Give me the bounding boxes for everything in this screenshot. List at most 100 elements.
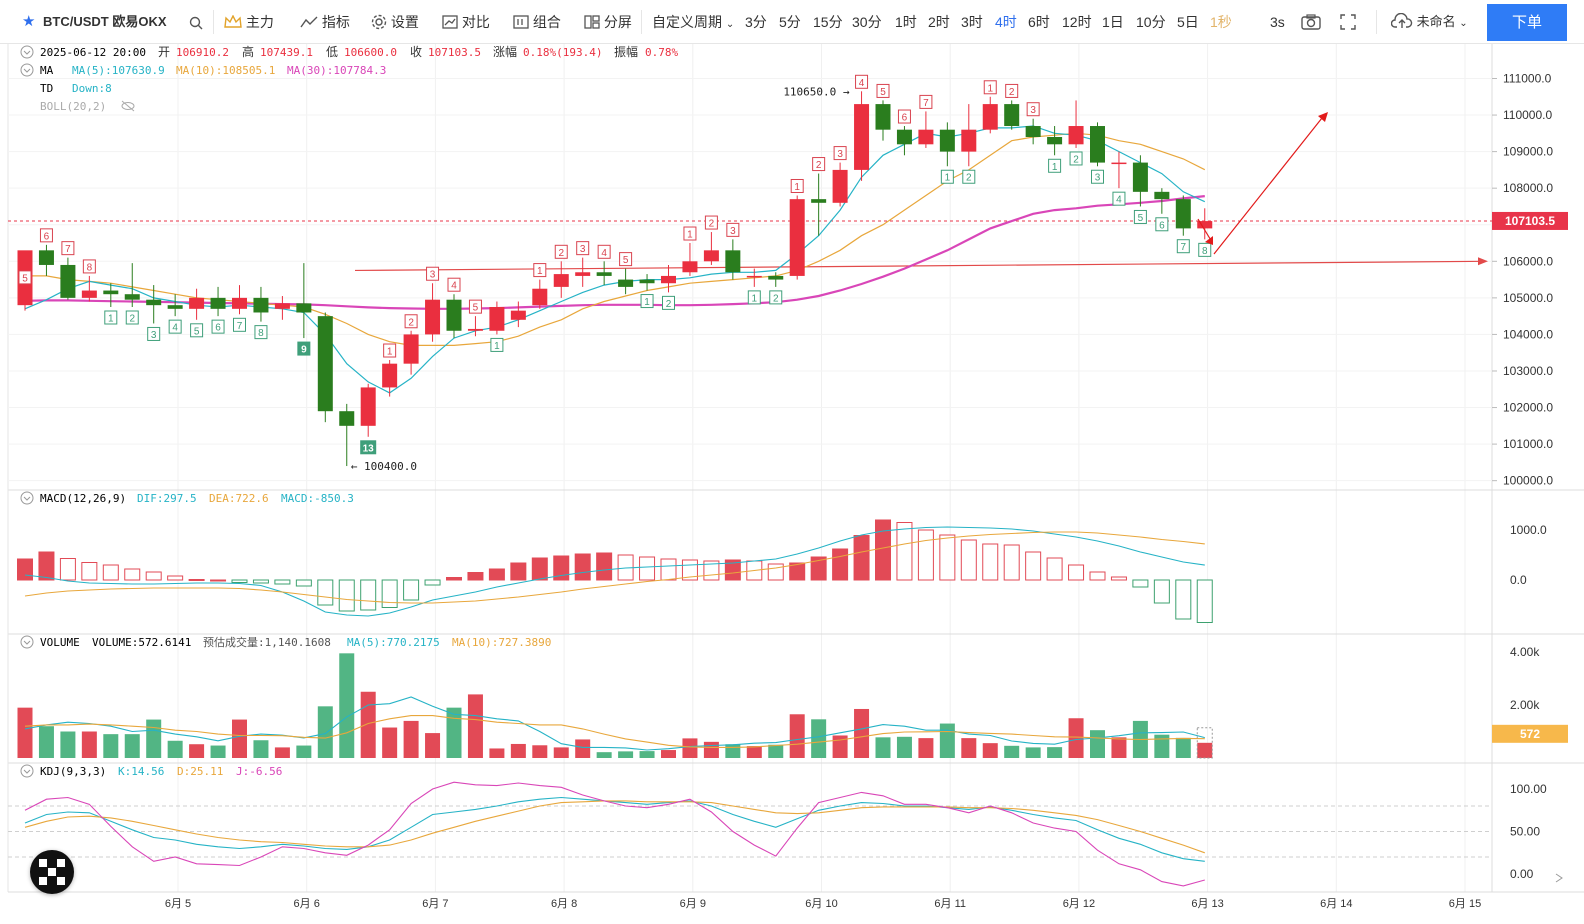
split-screen-button[interactable]: 分屏: [584, 0, 632, 44]
time-axis: 6月 5 6月 6 6月 7 6月 8 6月 9 6月 10 6月 11 6月 12 6月 13…: [165, 898, 1481, 910]
period-tab[interactable]: 15分: [813, 14, 843, 30]
period-tab[interactable]: 12时: [1062, 14, 1092, 30]
volume-panel-header: VOLUME VOLUME:572.6141 预估成交量:1,140.1608 …: [20, 635, 551, 649]
eye-hidden-icon[interactable]: [121, 100, 135, 112]
candle-body: [639, 279, 655, 284]
combo-icon: [513, 15, 529, 29]
period-tab[interactable]: 5日: [1177, 14, 1199, 30]
td-count-label: 3: [1030, 105, 1036, 116]
td-down-count: [1198, 242, 1212, 257]
candle-body: [146, 299, 162, 306]
tick-interval-button[interactable]: 3s: [1270, 14, 1285, 30]
collapse-toggle-icon[interactable]: [20, 45, 34, 59]
settings-button[interactable]: 设置: [371, 0, 419, 44]
macd-histogram-bar: [167, 575, 184, 581]
chart-area[interactable]: 2025-06-12 20:00 开 106910.2 高 107439.1 低…: [0, 44, 1584, 924]
fullscreen-icon[interactable]: [1340, 0, 1356, 44]
period-tab[interactable]: 10分: [1136, 14, 1166, 30]
td-down-count: [747, 290, 761, 305]
macd-histogram-bar: [1068, 564, 1085, 581]
cloud-save-button[interactable]: 未命名 ⌄: [1390, 0, 1468, 44]
period-tab[interactable]: 1日: [1102, 14, 1124, 30]
period-tab[interactable]: 1秒: [1210, 14, 1232, 30]
volume-ma5-value: MA(5):770.2175: [347, 636, 440, 649]
td-count-label: 1: [644, 297, 650, 308]
camera-icon[interactable]: [1301, 0, 1321, 44]
volume-bar: [489, 748, 505, 758]
period-tab[interactable]: 5分: [779, 14, 801, 30]
volume-bar: [1154, 734, 1170, 758]
collapse-toggle-icon[interactable]: [20, 635, 34, 649]
okx-logo-badge[interactable]: [30, 850, 74, 894]
volume-estimate-bar: [1196, 727, 1213, 759]
period-tab[interactable]: 4时: [995, 14, 1017, 30]
volume-bar: [532, 745, 548, 758]
period-tab[interactable]: 6时: [1028, 14, 1050, 30]
candle-body: [81, 290, 97, 298]
toolbar-divider: [641, 10, 642, 34]
volume-bar: [1025, 747, 1041, 758]
collapse-toggle-icon[interactable]: [20, 491, 34, 505]
td-up-count: [1026, 102, 1040, 117]
volume-bar: [360, 691, 376, 758]
date-tick-label: 6月 6: [294, 898, 320, 910]
favorite-star-icon[interactable]: ★: [22, 13, 36, 30]
period-tab[interactable]: 3分: [745, 14, 767, 30]
gear-icon: [371, 14, 387, 30]
macd-histogram-bar: [1025, 551, 1042, 581]
compare-button[interactable]: 对比: [442, 0, 490, 44]
place-order-button[interactable]: 下单: [1487, 4, 1567, 41]
macd-hist-value: MACD:-850.3: [281, 492, 354, 505]
td-up-count: [554, 244, 568, 259]
volume-bar: [382, 727, 398, 758]
period-tab[interactable]: 3时: [961, 14, 983, 30]
volume-bar: [1090, 730, 1105, 758]
td-up-count: [855, 74, 869, 89]
combo-button[interactable]: 组合: [513, 0, 561, 44]
volume-ma10-line: [24, 715, 1205, 748]
td-count-label: 4: [451, 281, 457, 292]
arrow-drawing-up-head: [1318, 112, 1328, 122]
td-count-label: 3: [580, 244, 586, 255]
td-up-count: [833, 146, 847, 161]
macd-histogram-bar: [295, 579, 312, 587]
period-tab[interactable]: 1时: [895, 14, 917, 30]
settings-label: 设置: [390, 14, 419, 30]
main-force-button[interactable]: 主力: [224, 0, 274, 44]
search-icon[interactable]: [189, 0, 203, 44]
settings-gear-icon[interactable]: [1555, 873, 1563, 883]
collapse-toggle-icon[interactable]: [20, 63, 34, 77]
period-tab[interactable]: 2时: [928, 14, 950, 30]
td-count-label: 2: [1009, 87, 1015, 98]
candle-body: [489, 307, 505, 331]
volume-bar: [210, 745, 226, 758]
kdj-k-line: [24, 796, 1205, 862]
candle-body: [682, 261, 698, 273]
td-count-label: 1: [108, 314, 114, 325]
collapse-toggle-icon[interactable]: [20, 764, 34, 778]
kdj-plot: 100.00 50.00 0.00: [8, 781, 1547, 887]
macd-histogram-bar: [231, 579, 248, 583]
td-count-label: 8: [1202, 246, 1208, 257]
macd-histogram-bar: [789, 562, 806, 581]
candle-body: [982, 104, 998, 130]
kdj-tick-label: 50.00: [1510, 825, 1540, 839]
symbol-title[interactable]: BTC/USDT 欧易OKX: [43, 14, 167, 29]
macd-histogram-bar: [1153, 579, 1170, 604]
volume-bar: [832, 735, 848, 758]
indicators-button[interactable]: 指标: [300, 0, 350, 44]
candle-body: [832, 169, 848, 203]
volume-bar: [1004, 745, 1020, 758]
td-count-label: 1: [987, 83, 993, 94]
period-tab[interactable]: 30分: [852, 14, 882, 30]
custom-period-dropdown[interactable]: 自定义周期 ⌄: [652, 0, 734, 44]
date-tick-label: 6月 15: [1449, 898, 1481, 910]
td-count-label: 7: [923, 98, 929, 109]
candle-body: [1111, 162, 1127, 165]
td-count-label: 4: [172, 323, 178, 334]
macd-histogram-bar: [210, 579, 227, 582]
volume-bar: [1175, 737, 1191, 758]
amplitude-value: 0.78%: [645, 46, 678, 59]
open-value: 106910.2: [176, 46, 229, 59]
